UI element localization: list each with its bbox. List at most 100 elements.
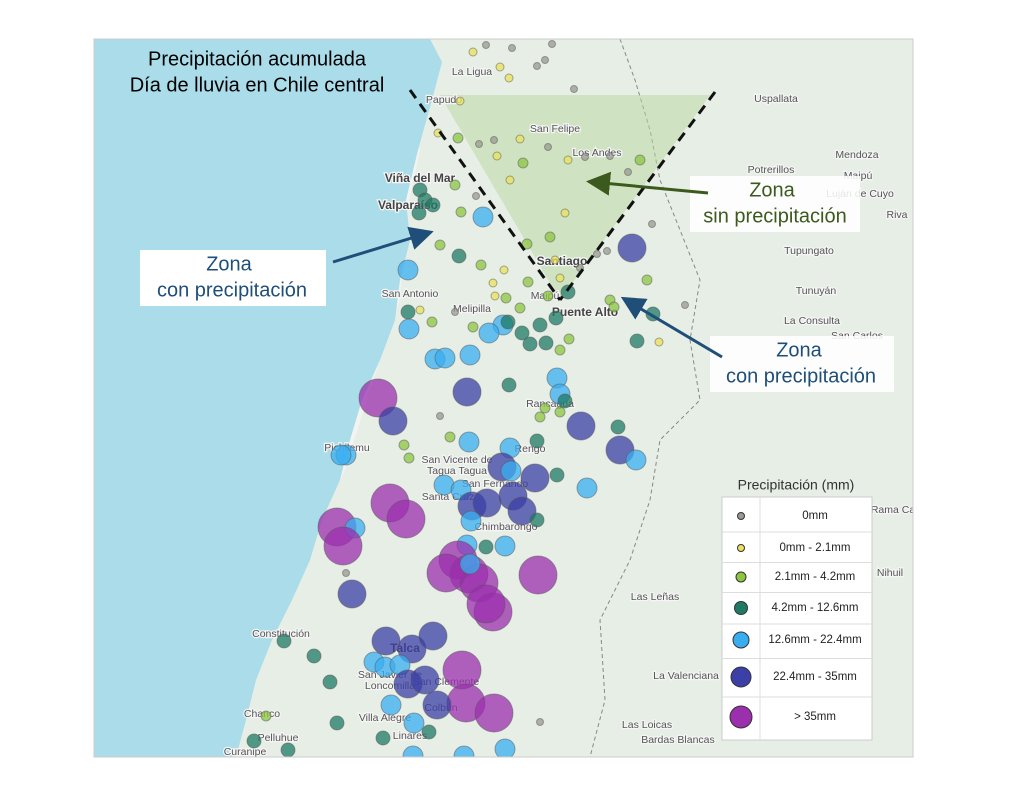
zone-edge: [558, 91, 717, 301]
place-label: Linares: [393, 730, 427, 742]
station: [625, 449, 647, 471]
station: [576, 477, 598, 499]
station: [539, 402, 551, 414]
station: [520, 463, 550, 493]
station: [410, 665, 440, 695]
place-label: Bardas Blancas: [641, 734, 715, 746]
station: [411, 205, 427, 221]
place-label: Papudo: [426, 94, 462, 106]
station: [459, 344, 481, 366]
station: [514, 325, 530, 341]
station: [475, 140, 483, 148]
station: [648, 220, 656, 228]
station: [422, 690, 452, 720]
label-bg: [140, 250, 326, 306]
station: [460, 510, 482, 532]
annotation: Zona: [206, 253, 252, 275]
station: [495, 62, 505, 72]
station: [400, 304, 416, 320]
station: [500, 292, 512, 304]
place-label: Viña del Mar: [385, 171, 456, 185]
station: [403, 452, 415, 464]
station: [280, 742, 296, 757]
station: [548, 40, 556, 48]
station: [603, 247, 611, 255]
station: [641, 274, 653, 286]
station: [386, 499, 426, 539]
station: [492, 151, 502, 161]
place-label: Santiago: [537, 254, 588, 268]
station: [538, 335, 554, 351]
station: [436, 412, 444, 420]
legend: 0mm 0mm - 2.1mm 2.1mm - 4.2mm 4.2mm - 12.6m…: [721, 496, 873, 741]
station: [451, 308, 459, 316]
station: [472, 206, 494, 228]
station: [570, 85, 578, 93]
station: [560, 208, 570, 218]
station: [560, 284, 576, 300]
annotation: con precipitación: [726, 365, 876, 387]
station: [507, 496, 537, 526]
legend-title: Precipitación (mm): [738, 477, 855, 493]
station: [624, 168, 632, 176]
station: [276, 633, 292, 649]
station: [426, 316, 438, 328]
station: [482, 41, 490, 49]
station: [467, 321, 479, 333]
station: [681, 301, 689, 309]
legend-label: 2.1mm - 4.2mm: [775, 571, 856, 583]
station: [550, 255, 560, 265]
place-label: Potrerillos: [748, 164, 795, 176]
station: [517, 157, 529, 169]
station: [426, 553, 466, 593]
station: [434, 347, 456, 369]
station: [322, 674, 338, 690]
place-label: San Vicente de: [421, 454, 492, 466]
station: [593, 250, 601, 258]
station: [453, 745, 475, 757]
place-label: Las Leñas: [631, 591, 679, 603]
annotation: Zona: [749, 179, 795, 201]
station: [634, 154, 646, 166]
station: [397, 259, 419, 281]
station: [533, 62, 541, 70]
place-label: La Valenciana: [653, 670, 719, 682]
station: [610, 419, 626, 435]
station: [508, 44, 516, 52]
station: [617, 233, 647, 263]
station: [542, 290, 554, 302]
arrow: [332, 226, 434, 264]
station: [468, 47, 478, 57]
station: [563, 333, 575, 345]
station: [500, 314, 516, 330]
annotation: con precipitación: [157, 279, 307, 301]
station: [472, 192, 480, 200]
station: [449, 179, 461, 191]
place-label: Constitución: [252, 628, 310, 640]
station: [544, 143, 552, 151]
station: [478, 539, 494, 555]
station: [459, 553, 481, 575]
station: [608, 301, 620, 313]
station: [442, 650, 482, 690]
place-label: Pelluhue: [258, 732, 299, 744]
station: [494, 535, 516, 557]
station: [378, 406, 408, 436]
legend-label: 4.2mm - 12.6mm: [772, 602, 859, 614]
station: [478, 322, 500, 344]
title: Precipitación acumulada: [148, 48, 367, 70]
ocean: [94, 39, 442, 757]
station: [504, 73, 514, 83]
station: [474, 693, 514, 733]
legend-swatch: [737, 544, 745, 552]
place-label: Tupungato: [784, 245, 834, 257]
legend-label: 0mm: [802, 510, 828, 522]
station: [458, 431, 480, 453]
station: [403, 712, 425, 734]
station: [306, 648, 322, 664]
station: [554, 344, 566, 356]
station: [629, 333, 645, 349]
place-label: Rama Ca: [871, 504, 916, 516]
place-label: Melipilla: [453, 303, 491, 315]
